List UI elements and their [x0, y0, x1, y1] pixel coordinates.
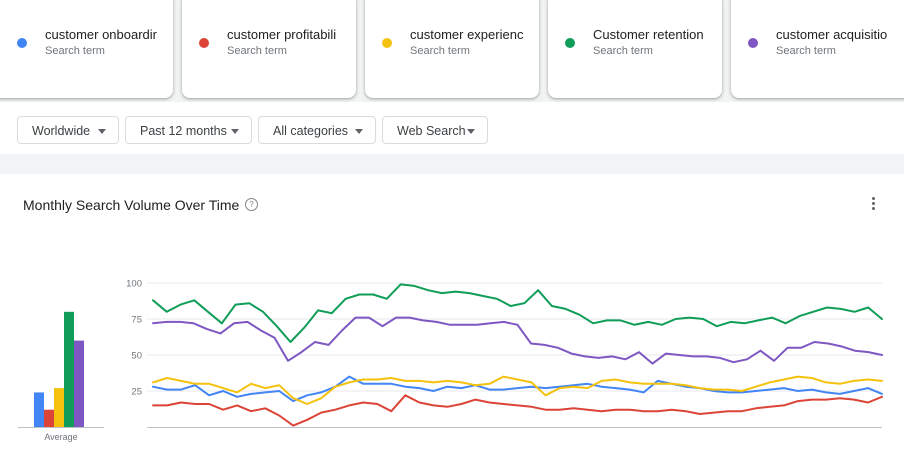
help-icon[interactable]: ?	[245, 198, 258, 211]
term-card-1[interactable]: customer profitabili Search term	[182, 0, 356, 98]
term-sub-1: Search term	[227, 45, 287, 57]
search-terms-bar: customer onboardir Search term customer …	[0, 0, 904, 102]
term-sub-0: Search term	[45, 45, 105, 57]
term-color-dot-3	[565, 38, 575, 48]
term-sub-3: Search term	[593, 45, 653, 57]
category-filter-label: All categories	[273, 124, 349, 138]
term-card-0[interactable]: customer onboardir Search term	[0, 0, 173, 98]
term-color-dot-2	[382, 38, 392, 48]
term-color-dot-4	[748, 38, 758, 48]
term-name-1: customer profitabili	[227, 27, 337, 42]
term-name-4: customer acquisitio	[776, 27, 888, 42]
term-name-0: customer onboardir	[45, 27, 157, 42]
time-range-filter-label: Past 12 months	[140, 124, 227, 138]
search-type-filter-dropdown[interactable]: Web Search	[382, 116, 488, 144]
chevron-down-icon	[355, 129, 363, 134]
region-filter-label: Worldwide	[32, 124, 91, 138]
more-options-icon[interactable]	[869, 196, 877, 212]
term-card-2[interactable]: customer experienc Search term	[365, 0, 539, 98]
section-separator	[0, 154, 904, 174]
region-filter-dropdown[interactable]: Worldwide	[17, 116, 119, 144]
term-color-dot-1	[199, 38, 209, 48]
term-card-4[interactable]: customer acquisitio Search term	[731, 0, 904, 98]
chevron-down-icon	[231, 129, 239, 134]
filter-bar: Worldwide Past 12 months All categories …	[0, 102, 904, 154]
chevron-down-icon	[467, 129, 475, 134]
category-filter-dropdown[interactable]: All categories	[258, 116, 376, 144]
chevron-down-icon	[98, 129, 106, 134]
term-sub-2: Search term	[410, 45, 470, 57]
time-range-filter-dropdown[interactable]: Past 12 months	[125, 116, 252, 144]
term-sub-4: Search term	[776, 45, 836, 57]
search-type-filter-label: Web Search	[397, 124, 466, 138]
term-color-dot-0	[17, 38, 27, 48]
term-name-3: Customer retention	[593, 27, 704, 42]
interest-over-time-panel: Monthly Search Volume Over Time ?	[0, 174, 904, 454]
term-card-3[interactable]: Customer retention Search term	[548, 0, 722, 98]
term-name-2: customer experienc	[410, 27, 524, 42]
panel-title: Monthly Search Volume Over Time	[23, 197, 240, 213]
